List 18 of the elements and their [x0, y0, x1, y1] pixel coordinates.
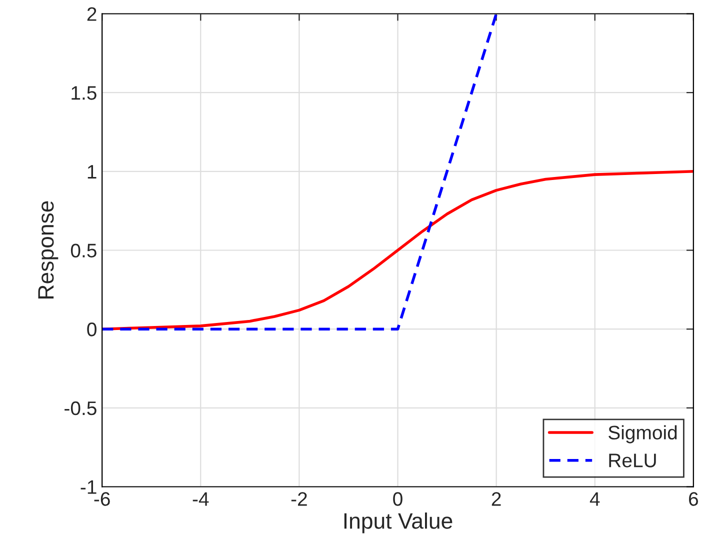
y-tick-label: 1.5 [72, 86, 96, 100]
legend-label: Sigmoid [608, 425, 677, 444]
x-tick-label: 0 [393, 492, 402, 506]
y-tick-label: 0.5 [70, 244, 96, 258]
y-tick-label: 1 [88, 165, 96, 178]
y-tick-label: -0.5 [64, 401, 96, 416]
x-tick-label: -6 [94, 492, 110, 506]
y-tick-label: 2 [87, 7, 96, 21]
x-tick-label: 2 [492, 492, 501, 506]
x-axis-title: Input Value [344, 512, 452, 534]
x-tick-label: 4 [590, 492, 600, 506]
x-tick-label: -2 [291, 492, 307, 506]
legend-label: ReLU [609, 454, 656, 468]
x-tick-label: -4 [192, 492, 209, 506]
y-axis-title: Response [38, 201, 58, 298]
x-tick-label: 6 [689, 492, 698, 506]
y-tick-label: 0 [87, 322, 96, 336]
y-tick-label: -1 [80, 480, 96, 494]
